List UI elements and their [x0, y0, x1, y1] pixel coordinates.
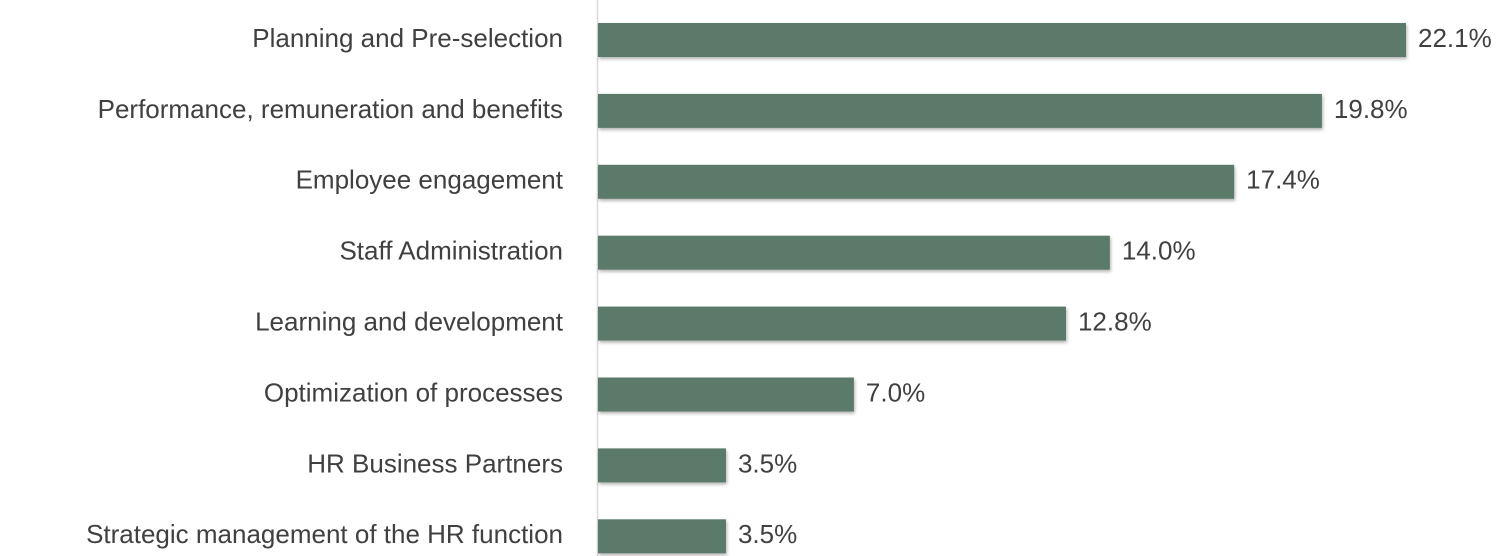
- category-label: Planning and Pre-selection: [252, 23, 563, 53]
- bar: [598, 164, 1235, 199]
- bar: [598, 235, 1110, 270]
- bar: [598, 306, 1066, 341]
- value-label: 12.8%: [1078, 306, 1152, 336]
- category-label: Employee engagement: [296, 165, 564, 195]
- value-label: 22.1%: [1418, 23, 1492, 53]
- value-label: 14.0%: [1122, 236, 1196, 266]
- category-label: HR Business Partners: [307, 448, 563, 478]
- bar: [598, 519, 726, 554]
- bar: [598, 377, 854, 412]
- value-label: 7.0%: [866, 377, 925, 407]
- bar: [598, 448, 726, 483]
- value-label: 3.5%: [738, 519, 797, 549]
- category-label: Strategic management of the HR function: [86, 519, 563, 549]
- category-label: Learning and development: [255, 306, 564, 336]
- category-label: Staff Administration: [339, 236, 563, 266]
- category-label: Performance, remuneration and benefits: [98, 94, 563, 124]
- value-label: 19.8%: [1334, 94, 1408, 124]
- value-label: 17.4%: [1246, 165, 1320, 195]
- category-label: Optimization of processes: [264, 377, 563, 407]
- bar: [598, 93, 1322, 128]
- value-label: 3.5%: [738, 448, 797, 478]
- bar: [598, 23, 1406, 57]
